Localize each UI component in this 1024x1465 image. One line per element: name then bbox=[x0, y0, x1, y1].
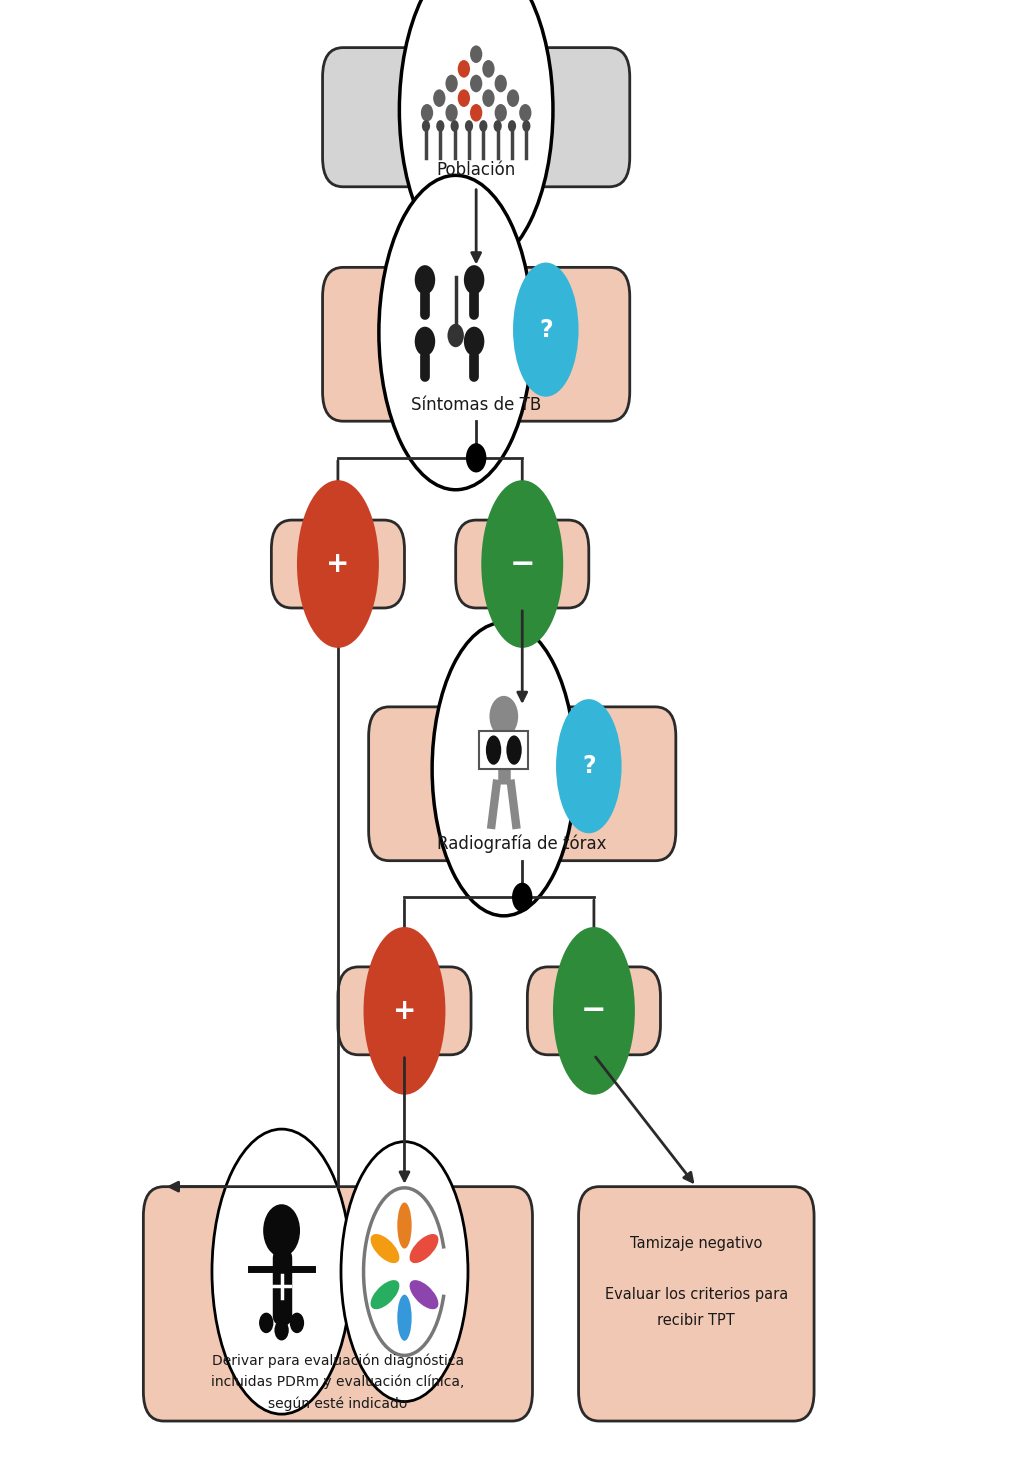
FancyBboxPatch shape bbox=[143, 1187, 532, 1421]
Text: −: − bbox=[582, 996, 606, 1026]
Text: −: − bbox=[510, 549, 535, 579]
Circle shape bbox=[507, 89, 519, 107]
Circle shape bbox=[466, 444, 486, 472]
Ellipse shape bbox=[297, 481, 379, 648]
Circle shape bbox=[470, 104, 482, 122]
FancyBboxPatch shape bbox=[323, 268, 630, 422]
Ellipse shape bbox=[513, 262, 579, 397]
Circle shape bbox=[464, 265, 484, 294]
Circle shape bbox=[458, 89, 470, 107]
Text: Radiografía de tórax: Radiografía de tórax bbox=[437, 835, 607, 853]
Circle shape bbox=[263, 1204, 300, 1257]
Circle shape bbox=[445, 104, 458, 122]
FancyBboxPatch shape bbox=[527, 967, 660, 1055]
Text: Síntomas de TB: Síntomas de TB bbox=[411, 396, 542, 415]
Ellipse shape bbox=[481, 481, 563, 648]
Ellipse shape bbox=[364, 927, 445, 1094]
Circle shape bbox=[512, 882, 532, 911]
Ellipse shape bbox=[341, 1141, 468, 1402]
Circle shape bbox=[470, 75, 482, 92]
Ellipse shape bbox=[397, 1203, 412, 1248]
Circle shape bbox=[436, 120, 444, 132]
Circle shape bbox=[415, 265, 435, 294]
Text: ?: ? bbox=[539, 318, 553, 341]
FancyBboxPatch shape bbox=[456, 520, 589, 608]
Circle shape bbox=[415, 327, 435, 356]
FancyBboxPatch shape bbox=[323, 48, 630, 188]
FancyBboxPatch shape bbox=[271, 520, 404, 608]
Circle shape bbox=[259, 1313, 273, 1333]
Circle shape bbox=[451, 120, 459, 132]
FancyBboxPatch shape bbox=[579, 1187, 814, 1421]
Circle shape bbox=[495, 104, 507, 122]
FancyBboxPatch shape bbox=[369, 708, 676, 861]
Circle shape bbox=[421, 104, 433, 122]
Ellipse shape bbox=[506, 735, 521, 765]
Circle shape bbox=[508, 120, 516, 132]
Circle shape bbox=[482, 89, 495, 107]
FancyBboxPatch shape bbox=[479, 731, 528, 769]
Circle shape bbox=[458, 60, 470, 78]
Text: Población: Población bbox=[436, 161, 516, 180]
Ellipse shape bbox=[553, 927, 635, 1094]
Text: +: + bbox=[327, 549, 349, 579]
Ellipse shape bbox=[212, 1130, 351, 1414]
Circle shape bbox=[494, 120, 502, 132]
Text: +: + bbox=[393, 996, 416, 1026]
Circle shape bbox=[433, 89, 445, 107]
Text: Derivar para evaluación diagnóstica
incluidas PDRm y evaluación clínica,
según e: Derivar para evaluación diagnóstica incl… bbox=[211, 1354, 465, 1411]
Ellipse shape bbox=[556, 699, 622, 834]
Ellipse shape bbox=[371, 1234, 399, 1263]
Circle shape bbox=[519, 104, 531, 122]
Ellipse shape bbox=[399, 0, 553, 267]
Ellipse shape bbox=[432, 623, 575, 916]
Circle shape bbox=[465, 120, 473, 132]
Circle shape bbox=[464, 327, 484, 356]
Ellipse shape bbox=[379, 176, 532, 489]
Circle shape bbox=[445, 75, 458, 92]
FancyBboxPatch shape bbox=[338, 967, 471, 1055]
Circle shape bbox=[447, 324, 464, 347]
Circle shape bbox=[470, 45, 482, 63]
Circle shape bbox=[290, 1313, 304, 1333]
Circle shape bbox=[495, 75, 507, 92]
Ellipse shape bbox=[371, 1280, 399, 1310]
Text: Tamizaje negativo

Evaluar los criterios para
recibir TPT: Tamizaje negativo Evaluar los criterios … bbox=[605, 1235, 787, 1329]
Text: ?: ? bbox=[582, 754, 596, 778]
Circle shape bbox=[479, 120, 487, 132]
Circle shape bbox=[522, 120, 530, 132]
Circle shape bbox=[482, 60, 495, 78]
Ellipse shape bbox=[410, 1234, 438, 1263]
Circle shape bbox=[489, 696, 518, 737]
Ellipse shape bbox=[397, 1295, 412, 1340]
Circle shape bbox=[274, 1320, 289, 1340]
Ellipse shape bbox=[410, 1280, 438, 1310]
Circle shape bbox=[422, 120, 430, 132]
Ellipse shape bbox=[485, 735, 502, 765]
